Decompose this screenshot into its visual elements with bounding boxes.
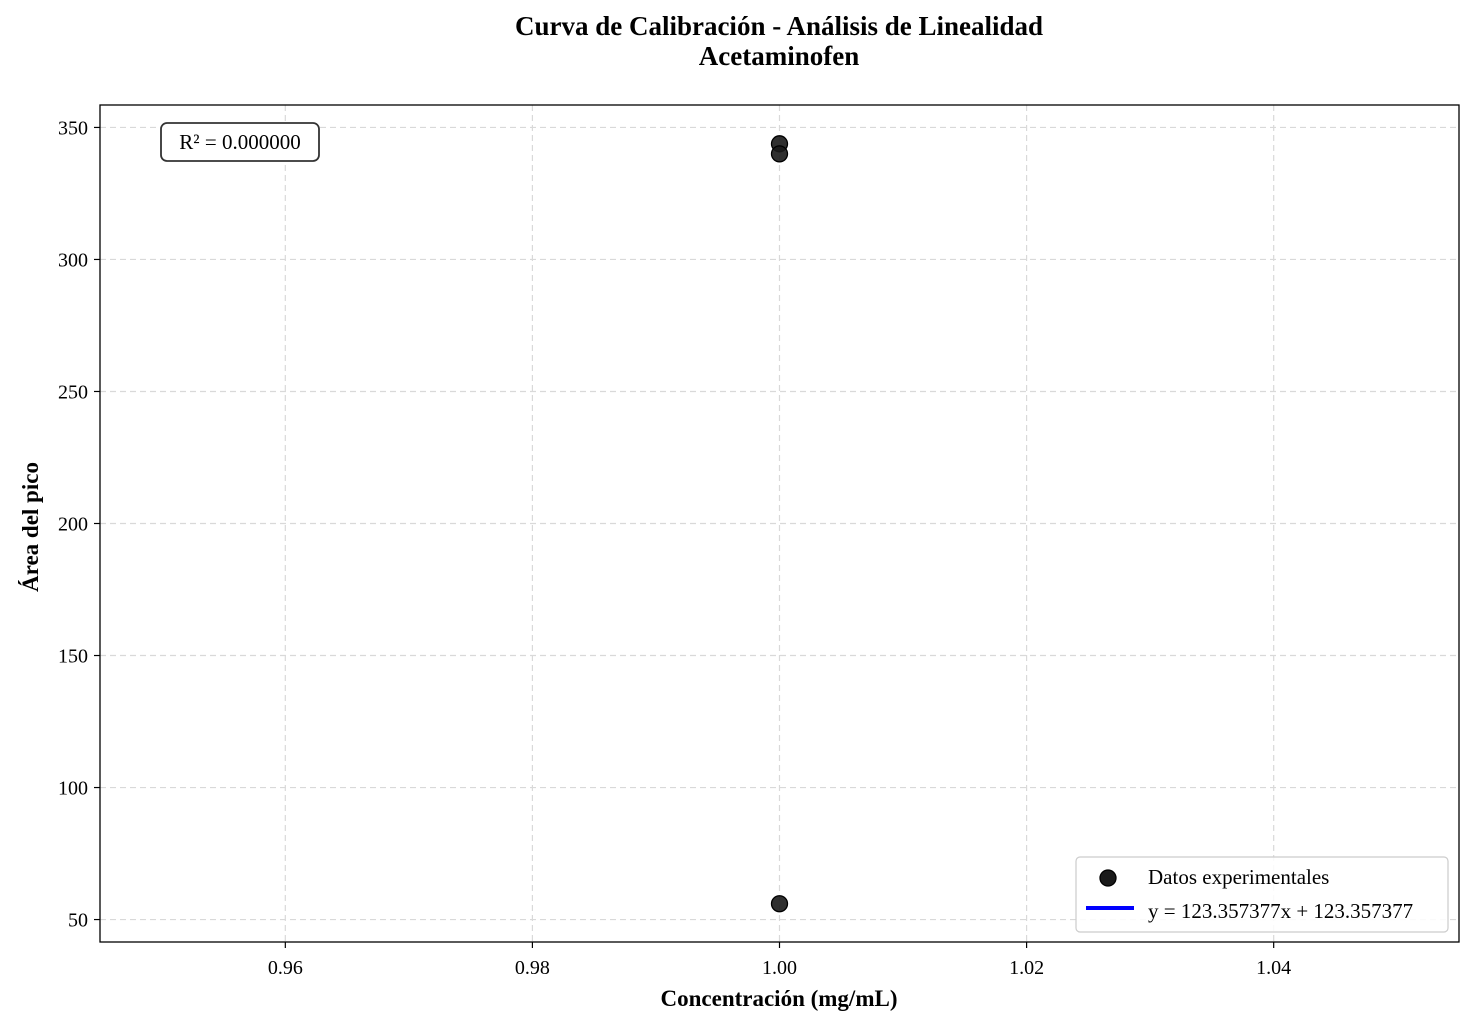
y-tick-label: 300 [58,249,88,271]
data-point [770,895,789,913]
y-tick-label: 350 [58,117,88,139]
y-tick-label: 200 [58,514,88,536]
data-series [770,135,789,913]
r-squared-text: R² = 0.000000 [179,130,300,154]
y-tick-label: 250 [58,381,88,403]
legend-frame [1075,856,1449,933]
x-tick-label: 0.98 [515,957,550,979]
r-squared-box [160,122,320,162]
y-tick-label: 50 [68,910,88,932]
legend-label-fit-line: y = 123.357377x + 123.357377 [1148,899,1413,923]
x-tick-label: 1.02 [1009,957,1044,979]
axis-ticks: 0.96 0.98 1.00 1.02 1.04 50 100 150 200 250 300 350 [58,117,1291,979]
x-tick-label: 1.04 [1256,957,1291,979]
chart-title: Curva de Calibración - Análisis de Linea… [515,11,1043,41]
legend: Datos experimentales y = 123.357377x + 1… [1075,856,1449,933]
x-tick-label: 1.00 [762,957,797,979]
y-axis-label: Área del pico [18,462,43,592]
x-tick-label: 0.96 [268,957,303,979]
legend-marker-scatter-icon [1099,869,1117,887]
r-squared-annotation: R² = 0.000000 [160,122,320,162]
x-axis-label: Concentración (mg/mL) [661,986,898,1011]
y-tick-label: 100 [58,778,88,800]
chart-subtitle: Acetaminofen [699,41,859,71]
y-tick-label: 150 [58,646,88,668]
data-point [770,145,789,163]
legend-label-scatter: Datos experimentales [1148,865,1329,889]
